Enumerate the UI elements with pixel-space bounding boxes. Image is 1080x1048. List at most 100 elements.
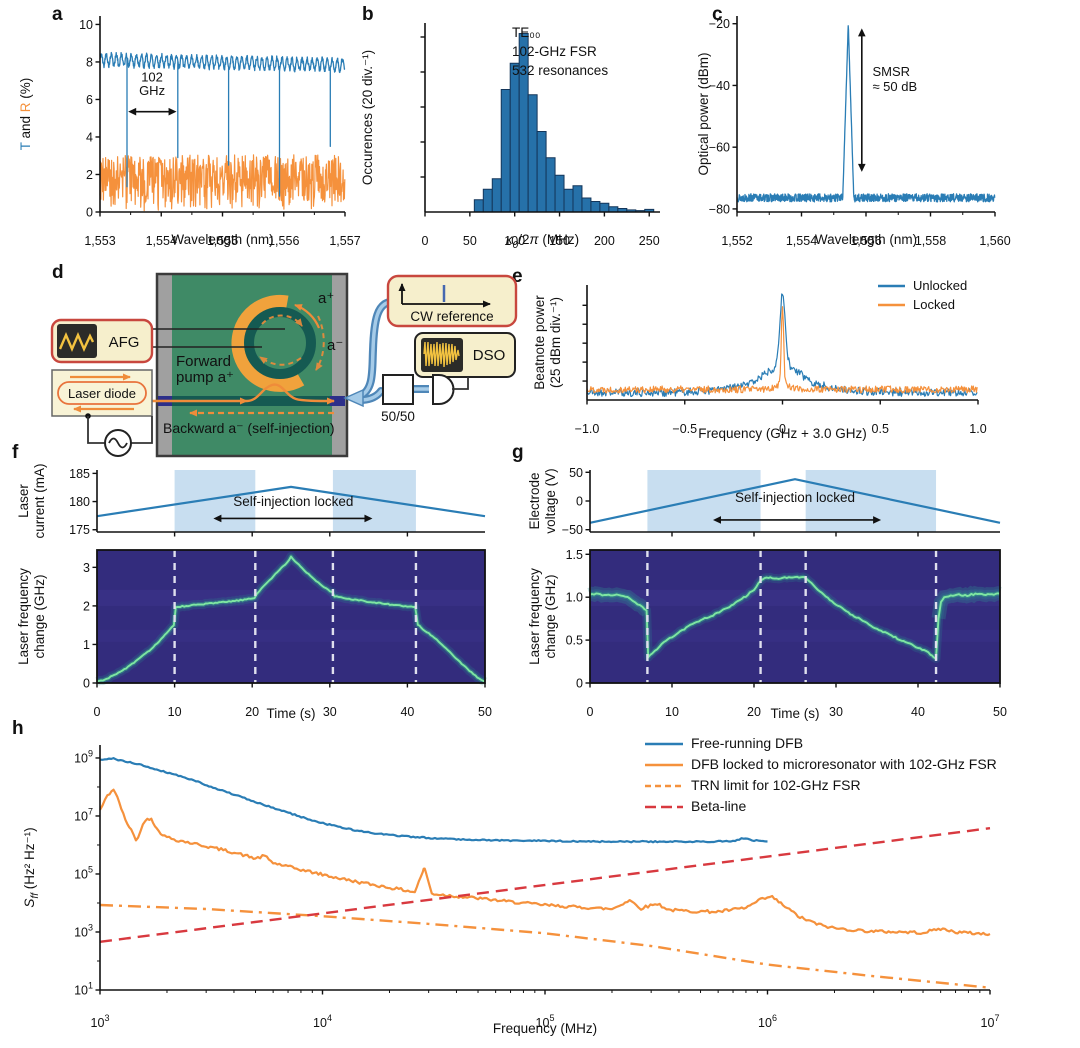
svg-text:3: 3 [83, 561, 90, 575]
svg-text:−1.0: −1.0 [575, 422, 600, 436]
panel-h-chart: 103 104 105 106 107 101 103 105 107 109 Frequency … [22, 735, 999, 1036]
panel-g-voltage-chart: −50 0 50 Electrode voltage (V) Self-injection… [527, 466, 1001, 537]
svg-text:10: 10 [168, 705, 182, 719]
svg-text:TE₀₀: TE₀₀ [512, 25, 540, 40]
panel-a-chart: 1,553 1,554 1,555 1,556 1,557 0 2 4 6 8 10 Waveleng… [18, 16, 361, 248]
waveform-icon [423, 341, 460, 368]
ring-cw-dashed-arrow-top [261, 314, 303, 327]
svg-text:30: 30 [323, 705, 337, 719]
svg-text:Unlocked: Unlocked [913, 278, 967, 293]
svg-text:Beta-line: Beta-line [691, 798, 746, 814]
svg-text:101: 101 [74, 981, 93, 998]
pump-light-arc [231, 294, 305, 392]
svg-text:Time (s): Time (s) [771, 706, 820, 721]
svg-text:103: 103 [91, 1013, 110, 1030]
svg-text:Sff (Hz² Hz⁻¹): Sff (Hz² Hz⁻¹) [22, 827, 41, 907]
svg-text:Laser: Laser [16, 484, 31, 518]
svg-text:50: 50 [993, 705, 1007, 719]
svg-text:1,560: 1,560 [979, 234, 1010, 248]
panel-f-current-chart: 175 180 185 Laser current (mA) Self-injection… [16, 463, 486, 539]
splitter-box [382, 374, 414, 405]
svg-text:Free-running DFB: Free-running DFB [691, 735, 803, 751]
svg-text:8: 8 [86, 55, 93, 69]
svg-text:0: 0 [94, 705, 101, 719]
afg-label: AFG [109, 334, 140, 351]
photodetector-icon [432, 374, 455, 405]
svg-text:250: 250 [639, 234, 660, 248]
svg-text:Laser frequency: Laser frequency [16, 568, 31, 665]
panel-label-g: g [512, 442, 524, 463]
svg-text:50: 50 [569, 466, 583, 480]
svg-text:SMSR: SMSR [872, 64, 910, 79]
forward-pump-label-line2: pump a⁺ [176, 369, 234, 386]
afg-screen [57, 324, 97, 358]
svg-text:200: 200 [594, 234, 615, 248]
a-plus-label: a⁺ [318, 290, 334, 307]
svg-text:20: 20 [747, 705, 761, 719]
svg-text:40: 40 [911, 705, 925, 719]
svg-text:150: 150 [549, 234, 570, 248]
panel-d-schematic: Forward pump a⁺ Backward a⁻ (self-inject… [50, 272, 518, 458]
svg-text:2: 2 [83, 599, 90, 613]
svg-text:DFB locked to microresonator w: DFB locked to microresonator with 102-GH… [691, 756, 997, 772]
svg-text:107: 107 [74, 806, 93, 823]
svg-text:180: 180 [69, 495, 90, 509]
svg-text:1.0: 1.0 [969, 422, 986, 436]
svg-text:−20: −20 [709, 17, 730, 31]
svg-text:10: 10 [79, 18, 93, 32]
svg-text:Laser frequency: Laser frequency [527, 568, 542, 665]
svg-text:0: 0 [86, 206, 93, 220]
detector-dso-wire [452, 377, 469, 390]
microring-icon [244, 307, 316, 379]
panel-label-h: h [12, 718, 24, 739]
svg-text:2: 2 [86, 168, 93, 182]
svg-text:1,555: 1,555 [207, 234, 238, 248]
svg-text:104: 104 [313, 1013, 332, 1030]
svg-text:6: 6 [86, 93, 93, 107]
cw-reference-label: CW reference [410, 309, 493, 324]
backward-wave-label: Backward a⁻ (self-injection) [163, 420, 335, 436]
panel-label-c: c [712, 4, 723, 25]
svg-text:−60: −60 [709, 141, 730, 155]
svg-text:105: 105 [74, 864, 93, 881]
svg-text:Wavelength (nm): Wavelength (nm) [815, 232, 917, 247]
panel-b-chart: 0 50 100 150 200 250 κ0/2π (MHz) Occurences (20… [360, 23, 660, 251]
svg-text:1,553: 1,553 [84, 234, 115, 248]
svg-text:1,558: 1,558 [915, 234, 946, 248]
svg-text:Locked: Locked [913, 297, 955, 312]
svg-text:50: 50 [478, 705, 492, 719]
waveguide-inverse-taper-right [330, 396, 345, 406]
svg-text:50: 50 [463, 234, 477, 248]
panel-g-spectrogram: 0 10 20 30 40 50 0 0.5 1.0 1.5 Time (s) Laser frequ… [527, 548, 1007, 721]
svg-text:Wavelength (nm): Wavelength (nm) [171, 232, 273, 247]
svg-text:κ0/2π (MHz): κ0/2π (MHz) [506, 232, 579, 251]
svg-text:1.5: 1.5 [566, 548, 583, 562]
svg-text:0: 0 [587, 705, 594, 719]
svg-text:T and R (%): T and R (%) [18, 78, 33, 151]
svg-text:−0.5: −0.5 [672, 422, 697, 436]
svg-text:0: 0 [422, 234, 429, 248]
panel-label-d: d [52, 262, 64, 283]
svg-text:1.0: 1.0 [566, 591, 583, 605]
ring-ccw-arrow [294, 303, 321, 329]
svg-text:GHz: GHz [139, 83, 165, 98]
svg-text:voltage (V): voltage (V) [543, 468, 558, 533]
laser-diode-label: Laser diode [68, 386, 136, 401]
ac-source-icon [85, 413, 153, 457]
svg-text:532 resonances: 532 resonances [512, 63, 608, 78]
a-minus-label: a⁻ [327, 337, 343, 354]
svg-text:Occurences (20 div.⁻¹): Occurences (20 div.⁻¹) [360, 50, 375, 185]
panel-f-spectrogram: 0 10 20 30 40 50 0 1 2 3 Time (s) Laser frequency ch… [16, 549, 492, 721]
panel-e-chart: −1.0 −0.5 0 0.5 1.0 Frequency (GHz + 3.0 GHz)… [532, 278, 987, 441]
svg-text:1,554: 1,554 [146, 234, 177, 248]
optical-fiber [343, 298, 429, 408]
svg-text:≈ 50 dB: ≈ 50 dB [872, 79, 917, 94]
svg-text:change (GHz): change (GHz) [543, 574, 558, 658]
svg-text:20: 20 [245, 705, 259, 719]
svg-text:106: 106 [758, 1013, 777, 1030]
svg-text:0: 0 [576, 677, 583, 691]
svg-text:Optical power (dBm): Optical power (dBm) [696, 52, 711, 175]
svg-text:102-GHz FSR: 102-GHz FSR [512, 44, 597, 59]
svg-text:Frequency (GHz + 3.0 GHz): Frequency (GHz + 3.0 GHz) [698, 426, 866, 441]
